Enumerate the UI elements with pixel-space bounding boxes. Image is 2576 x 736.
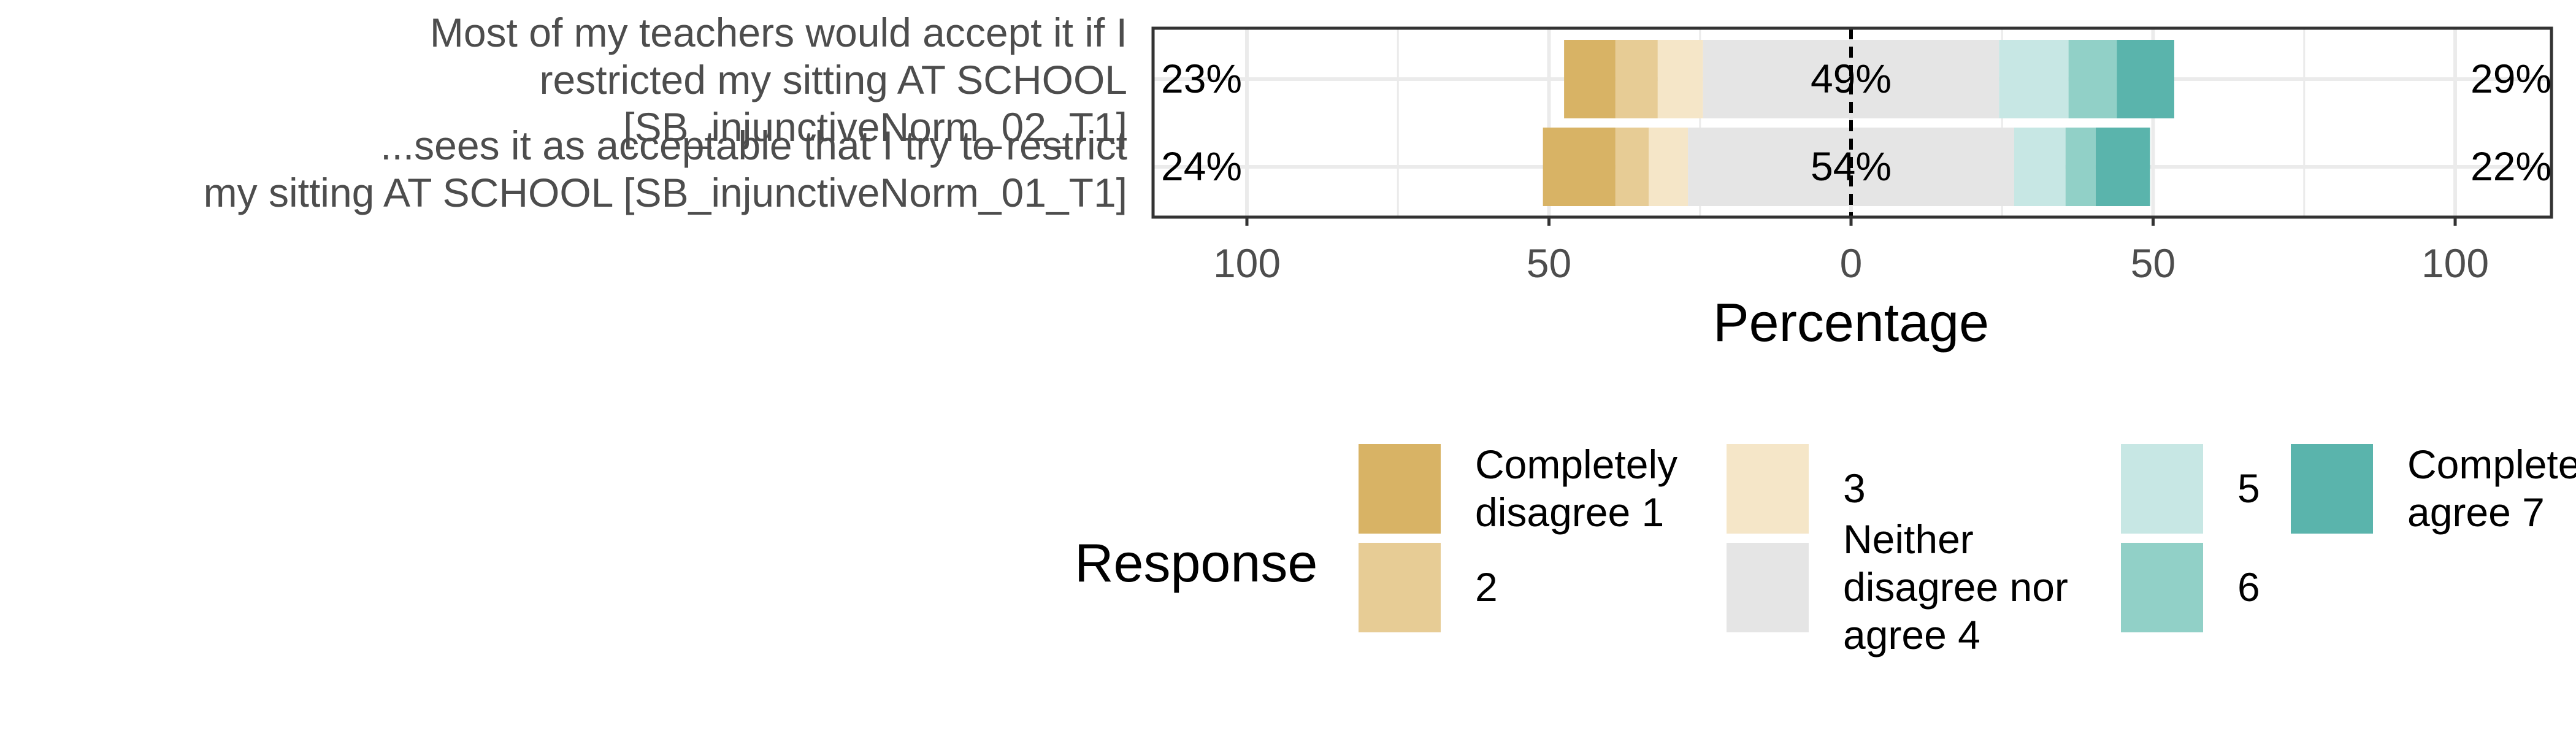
bar-segment (1564, 40, 1616, 118)
x-tick-label: 100 (2421, 240, 2489, 286)
bar-segment (2117, 40, 2174, 118)
bar-group (1151, 26, 2553, 219)
percent-label-center: 49% (1811, 56, 1892, 101)
legend-key (2291, 444, 2373, 534)
bar-segment (2065, 128, 2096, 206)
bar-segment (1615, 128, 1649, 206)
percent-label-left: 24% (1161, 144, 1242, 189)
legend-key (1359, 543, 1441, 632)
x-axis-title: Percentage (1713, 292, 1989, 353)
bar-segment (2014, 128, 2066, 206)
percent-label-right: 29% (2471, 56, 2551, 101)
legend-title: Response (1075, 532, 1317, 593)
legend-label: 5 (2237, 466, 2260, 511)
legend-label: Completely disagree 1 (1475, 442, 1677, 535)
legend-key (2121, 444, 2203, 534)
x-tick-label: 0 (1840, 240, 1863, 286)
bar-segment (1615, 40, 1658, 118)
bar-segment (2068, 40, 2117, 118)
percent-label-center: 54% (1811, 144, 1892, 189)
legend-label: 2 (1475, 564, 1498, 610)
x-axis: 100 50 0 50 100 (1213, 217, 2489, 286)
legend-key (1727, 444, 1809, 534)
bar-segment (1657, 40, 1703, 118)
bar-segment (1649, 128, 1689, 206)
category-label: Most of my teachers would accept it if I… (430, 10, 1127, 150)
percent-label-right: 22% (2471, 144, 2551, 189)
bar-segment (1543, 128, 1616, 206)
percent-label-left: 23% (1161, 56, 1242, 101)
bar-segment (2095, 128, 2150, 206)
legend-label: 3 (1843, 466, 1866, 511)
legend-label: Neither disagree nor agree 4 (1843, 516, 2068, 657)
legend-key (1359, 444, 1441, 534)
x-tick-label: 50 (1527, 240, 1571, 286)
x-tick-label: 50 (2131, 240, 2175, 286)
legend-label: Completelyagree 7 (2407, 442, 2576, 535)
category-label: ...sees it as acceptable that I try to r… (204, 123, 1127, 215)
legend-label: 6 (2237, 564, 2260, 610)
legend-key (1727, 543, 1809, 632)
bar-segment (1999, 40, 2069, 118)
x-tick-label: 100 (1213, 240, 1281, 286)
label-group: 23% 49% 29% 24% 54% 22% Most of my teachers wo… (204, 10, 2551, 215)
legend: Response Completely disagree 1 2 3 Neither dis… (1075, 442, 2576, 657)
legend-key (2121, 543, 2203, 632)
